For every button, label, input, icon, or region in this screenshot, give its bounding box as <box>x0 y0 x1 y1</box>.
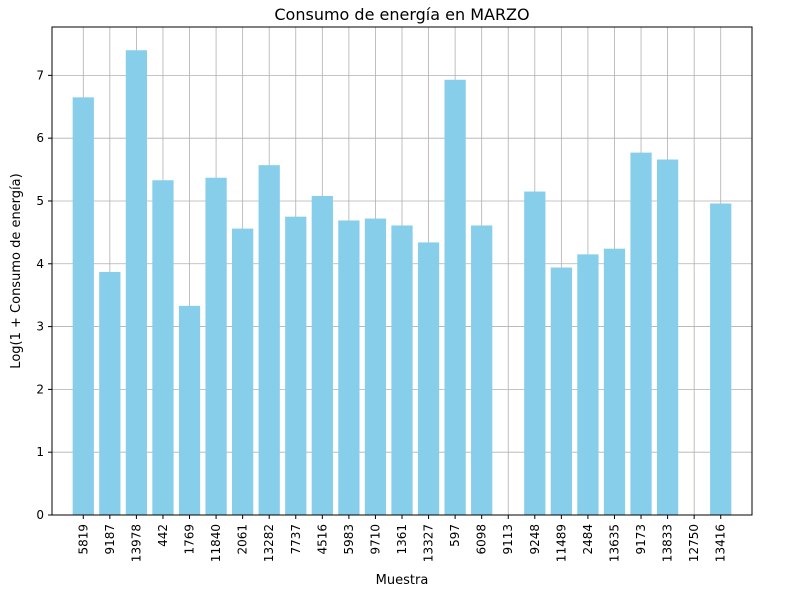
bar-9173 <box>630 152 652 515</box>
y-tick-label: 6 <box>36 131 44 145</box>
bar-13978 <box>125 50 148 515</box>
x-tick-label: 9187 <box>103 524 117 555</box>
bar-13416 <box>710 203 732 515</box>
x-tick-label: 13327 <box>422 524 436 562</box>
bar-13282 <box>258 165 280 515</box>
bar-5983 <box>338 220 360 515</box>
x-tick-label: 6098 <box>475 524 489 555</box>
bar-9187 <box>99 271 121 515</box>
bar-11489 <box>550 267 572 515</box>
x-tick-label: 5819 <box>76 524 90 555</box>
bar-11840 <box>205 177 227 516</box>
x-tick-label: 5983 <box>342 524 356 555</box>
bar-597 <box>444 79 466 515</box>
bar-13327 <box>417 242 440 516</box>
x-tick-label: 597 <box>448 524 462 547</box>
x-tick-label: 442 <box>156 524 170 547</box>
x-tick-label: 13416 <box>714 524 728 562</box>
x-tick-label: 11489 <box>554 524 568 562</box>
bar-7737 <box>285 216 307 515</box>
y-tick-label: 0 <box>36 508 44 522</box>
y-axis-ticks: 0 1 2 3 4 5 6 7 <box>36 68 52 522</box>
x-tick-label: 13635 <box>607 524 621 562</box>
bar-442 <box>152 180 174 515</box>
bar-9710 <box>364 218 387 516</box>
bar-2484 <box>577 254 599 515</box>
bar-1769 <box>178 305 201 515</box>
x-tick-label: 13833 <box>661 524 675 562</box>
y-tick-label: 5 <box>36 194 44 208</box>
x-tick-label: 9173 <box>634 524 648 555</box>
bar-1361 <box>391 225 413 516</box>
x-tick-label: 12750 <box>687 524 701 562</box>
x-tick-label: 7737 <box>289 524 303 555</box>
x-tick-label: 13282 <box>262 524 276 562</box>
x-tick-label: 13978 <box>129 524 143 562</box>
x-tick-label: 2061 <box>236 524 250 555</box>
x-tick-label: 1769 <box>183 524 197 555</box>
x-axis-label: Muestra <box>376 573 429 588</box>
x-tick-label: 9710 <box>368 524 382 555</box>
x-tick-label: 9113 <box>501 524 515 555</box>
y-tick-label: 3 <box>36 320 44 334</box>
bar-4516 <box>311 195 333 515</box>
x-tick-label: 4516 <box>315 524 329 555</box>
chart-title: Consumo de energía en MARZO <box>274 5 529 24</box>
bar-6098 <box>471 225 493 516</box>
bar-5819 <box>72 97 94 515</box>
y-tick-label: 1 <box>36 445 44 459</box>
y-tick-label: 2 <box>36 382 44 396</box>
y-axis-label: Log(1 + Consumo de energía) <box>9 173 24 368</box>
x-tick-label: 9248 <box>528 524 542 555</box>
bar-9248 <box>524 191 546 515</box>
x-tick-label: 1361 <box>395 524 409 555</box>
y-tick-label: 4 <box>36 257 44 271</box>
x-tick-label: 2484 <box>581 524 595 555</box>
y-tick-label: 7 <box>36 68 44 82</box>
x-tick-label: 11840 <box>209 524 223 562</box>
bar-13635 <box>603 248 626 516</box>
bar-13833 <box>656 159 679 515</box>
bar-2061 <box>232 228 254 515</box>
bar-layer <box>72 50 732 516</box>
x-axis-ticks: 5819 9187 13978 442 1769 11840 2061 13282 7737 45… <box>76 515 728 562</box>
